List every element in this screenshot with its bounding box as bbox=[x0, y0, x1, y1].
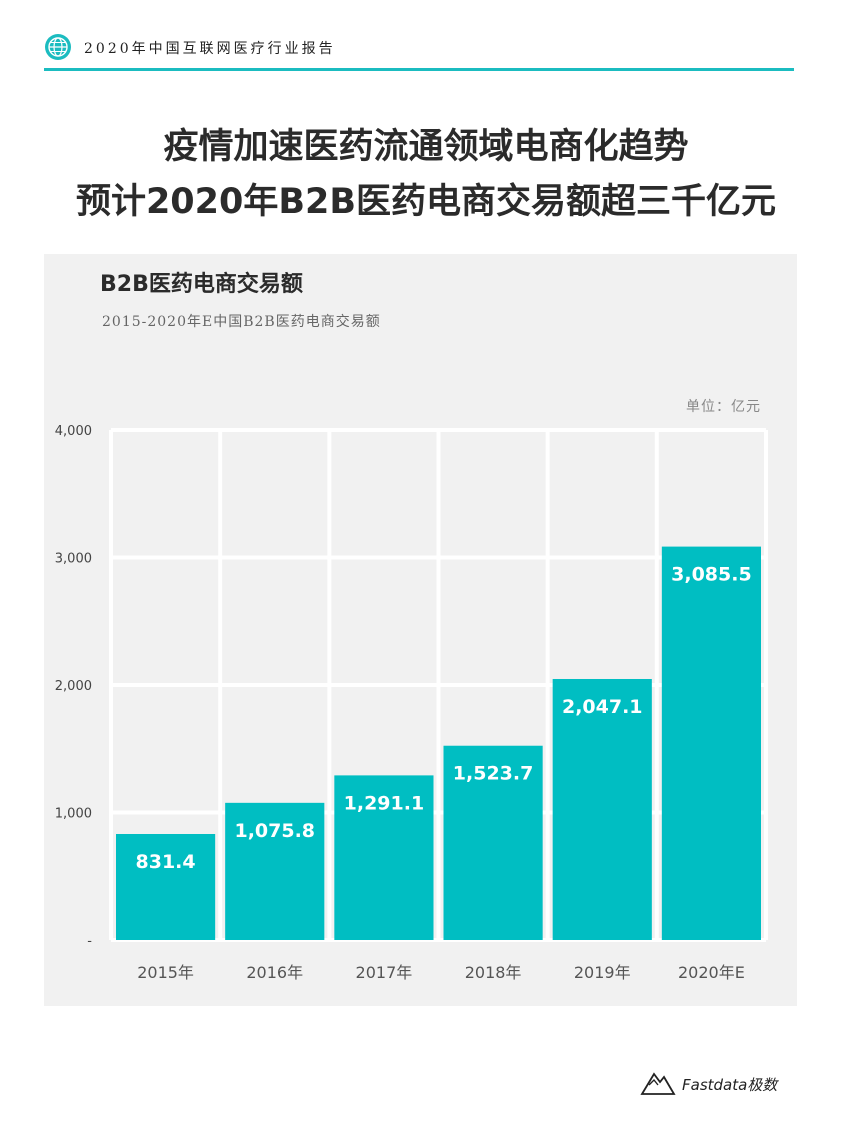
y-tick-label: 1,000 bbox=[55, 807, 92, 822]
data-label: 3,085.5 bbox=[671, 564, 752, 586]
chart-panel: B2B医药电商交易额 2015-2020年E中国B2B医药电商交易额 单位：亿元… bbox=[44, 254, 797, 1006]
y-tick-label: 3,000 bbox=[55, 552, 92, 567]
data-label: 2,047.1 bbox=[562, 696, 643, 718]
bar bbox=[225, 802, 325, 940]
y-tick-label: 4,000 bbox=[55, 424, 92, 439]
chart-title: B2B医药电商交易额 bbox=[100, 272, 303, 297]
x-tick-label: 2020年E bbox=[678, 963, 745, 982]
bar bbox=[116, 833, 216, 940]
unit-label: 单位：亿元 bbox=[686, 399, 761, 415]
bar bbox=[443, 745, 543, 940]
y-tick-label: - bbox=[87, 934, 92, 949]
report-header: 2020年中国互联网医疗行业报告 bbox=[44, 33, 794, 71]
y-tick-label: 2,000 bbox=[55, 679, 92, 694]
chart-subtitle: 2015-2020年E中国B2B医药电商交易额 bbox=[102, 314, 381, 330]
report-title: 2020年中国互联网医疗行业报告 bbox=[84, 41, 336, 57]
x-tick-label: 2019年 bbox=[574, 963, 631, 982]
bar bbox=[661, 546, 761, 940]
headline-line-1: 疫情加速医药流通领域电商化趋势 bbox=[163, 127, 689, 167]
mountain-logo-icon bbox=[640, 1072, 676, 1095]
header-divider bbox=[44, 68, 794, 71]
bar-chart: - 1,000 2,000 3,000 4,000 831.4 2015年 1,075.8 20… bbox=[55, 424, 768, 982]
globe-icon bbox=[45, 34, 71, 60]
x-tick-label: 2018年 bbox=[465, 963, 522, 982]
x-tick-label: 2016年 bbox=[246, 963, 303, 982]
data-label: 1,523.7 bbox=[453, 763, 534, 785]
logo-text: Fastdata极数 bbox=[682, 1076, 778, 1094]
x-tick-label: 2015年 bbox=[137, 963, 194, 982]
bar bbox=[552, 678, 652, 940]
footer-logo: Fastdata极数 bbox=[640, 1068, 800, 1102]
data-label: 1,075.8 bbox=[234, 820, 315, 842]
headline-line-2: 预计2020年B2B医药电商交易额超三千亿元 bbox=[75, 182, 777, 222]
data-label: 831.4 bbox=[136, 851, 196, 873]
x-tick-label: 2017年 bbox=[356, 963, 413, 982]
data-label: 1,291.1 bbox=[344, 792, 425, 814]
bar bbox=[334, 775, 434, 940]
